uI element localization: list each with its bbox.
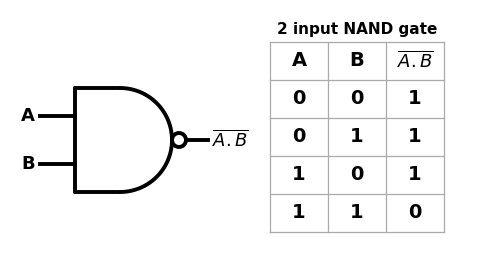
Text: 0: 0: [292, 127, 306, 147]
Text: 1: 1: [292, 204, 306, 222]
Text: 2 input NAND gate: 2 input NAND gate: [277, 22, 437, 37]
Text: A: A: [291, 52, 307, 70]
Text: $\overline{A.B}$: $\overline{A.B}$: [212, 130, 249, 150]
Text: A: A: [21, 107, 35, 124]
Text: B: B: [349, 52, 364, 70]
Text: 1: 1: [408, 166, 422, 184]
Text: 1: 1: [350, 127, 364, 147]
Text: 0: 0: [408, 204, 422, 222]
Text: 0: 0: [350, 89, 364, 109]
Text: 0: 0: [292, 89, 306, 109]
Text: $\overline{A.B}$: $\overline{A.B}$: [396, 50, 433, 71]
Text: 0: 0: [350, 166, 364, 184]
Text: 1: 1: [408, 89, 422, 109]
Text: 1: 1: [292, 166, 306, 184]
Text: 1: 1: [408, 127, 422, 147]
Text: 1: 1: [350, 204, 364, 222]
Text: B: B: [22, 156, 35, 173]
